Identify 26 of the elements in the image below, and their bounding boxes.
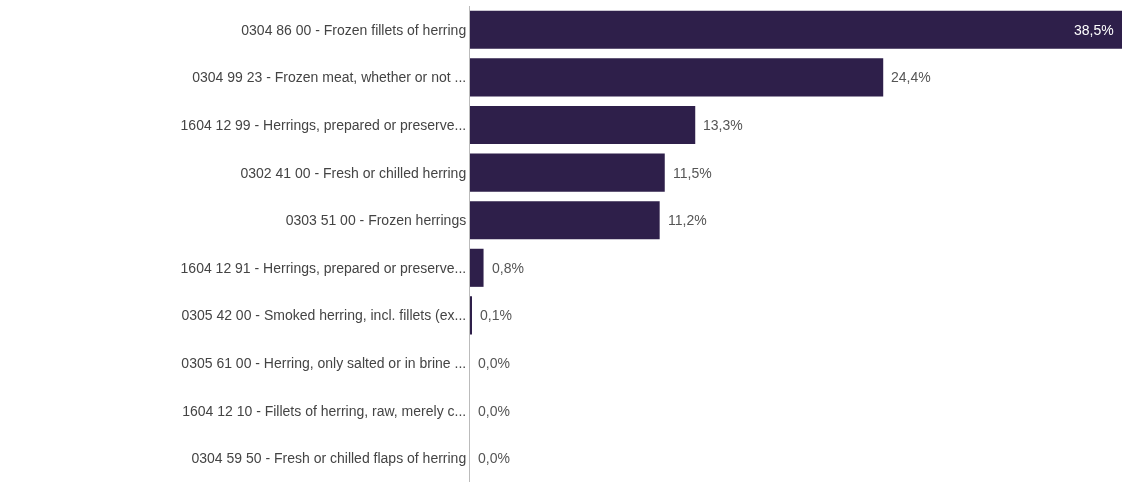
bar [470, 248, 484, 287]
data-label: 24,4% [891, 69, 931, 85]
y-tick-label: 1604 12 91 - Herrings, prepared or preserve... [180, 259, 467, 276]
data-label: 0,1% [480, 307, 512, 323]
data-label: 0,8% [492, 260, 524, 276]
y-tick-label: 0304 86 00 - Frozen fillets of herring [241, 21, 467, 38]
y-tick-label: 1604 12 99 - Herrings, prepared or preserve... [180, 116, 467, 133]
data-label: 0,0% [478, 355, 510, 371]
data-label: 11,2% [668, 212, 707, 228]
y-tick-label: 0304 59 50 - Fresh or chilled flaps of herring [191, 450, 467, 467]
y-tick-label: 0304 99 23 - Frozen meat, whether or not ... [192, 69, 467, 86]
bar [470, 153, 665, 192]
y-tick-label: 0303 51 00 - Frozen herrings [285, 212, 467, 229]
bar [470, 201, 660, 240]
bar [470, 58, 884, 97]
y-tick-label: 0305 42 00 - Smoked herring, incl. fillets (ex... [181, 307, 467, 324]
bar [470, 10, 1122, 49]
bar [470, 105, 696, 145]
data-label: 0,0% [478, 403, 510, 419]
data-label: 13,3% [703, 117, 743, 133]
data-label: 38,5% [1074, 22, 1114, 38]
data-label: 0,0% [478, 450, 510, 466]
data-label: 11,5% [673, 165, 712, 181]
y-tick-label: 1604 12 10 - Fillets of herring, raw, merely c... [182, 402, 467, 419]
y-tick-label: 0305 61 00 - Herring, only salted or in brine ... [181, 354, 467, 371]
y-tick-label: 0302 41 00 - Fresh or chilled herring [240, 164, 467, 181]
